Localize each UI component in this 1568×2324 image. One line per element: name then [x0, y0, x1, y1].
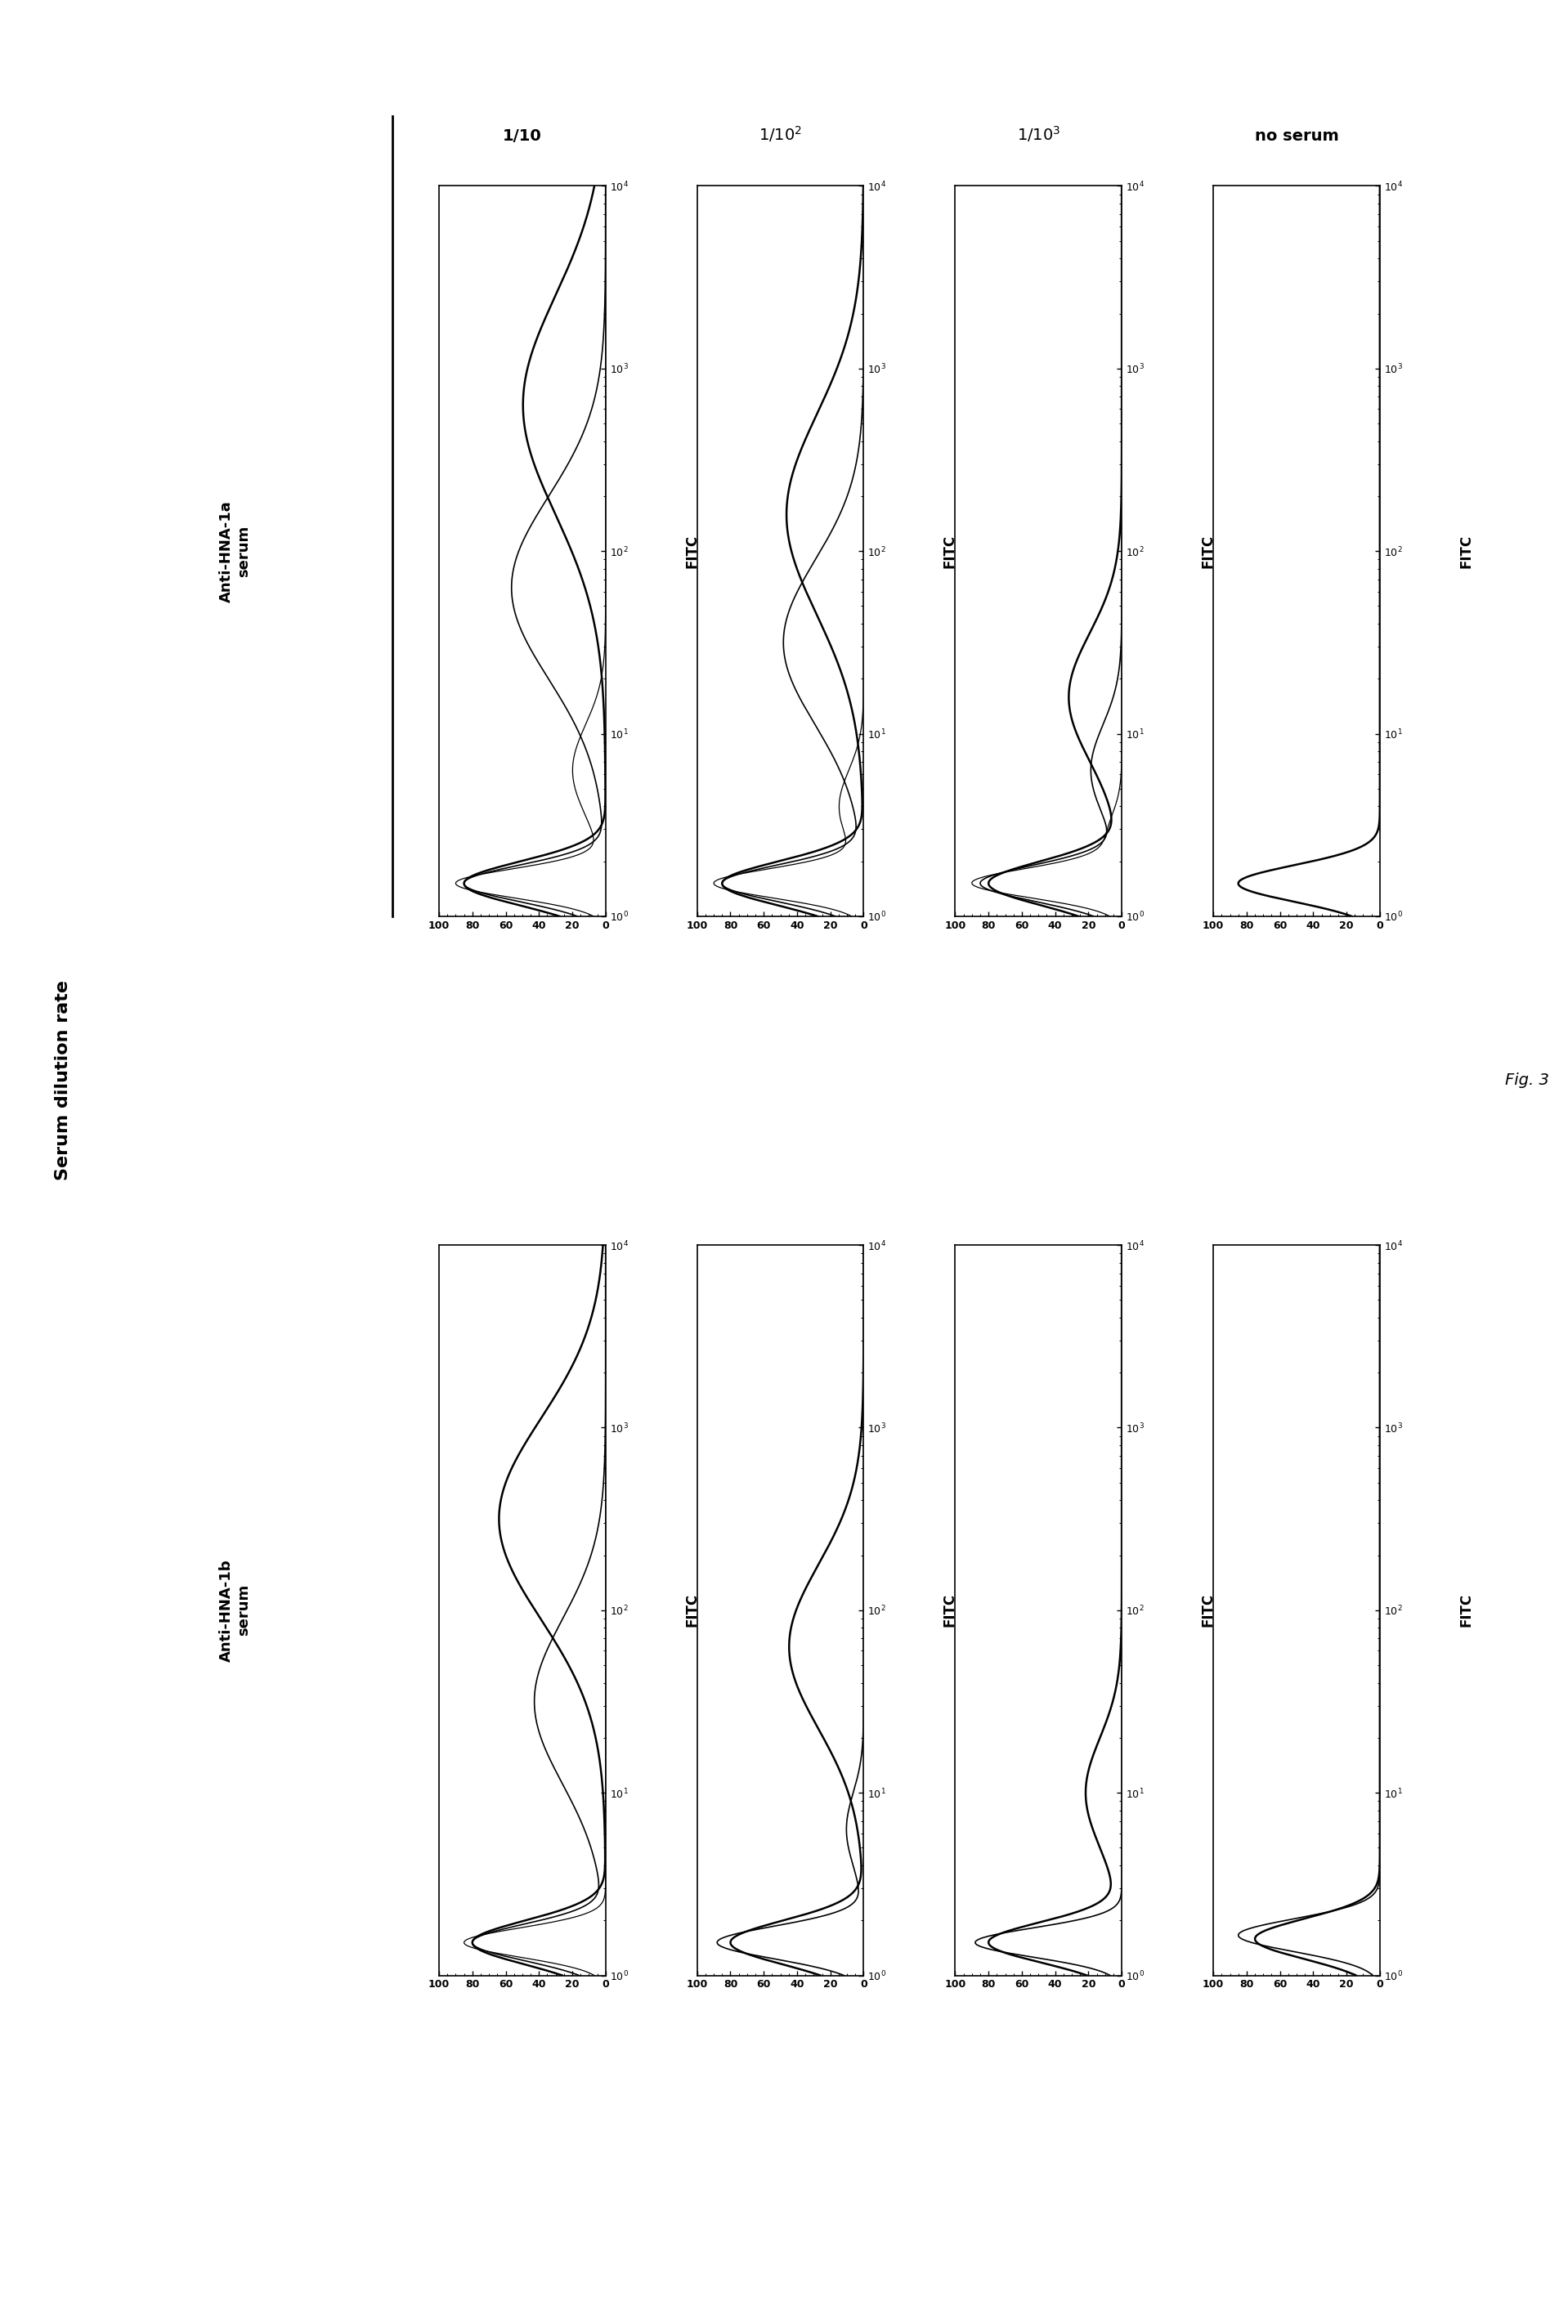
Text: $1/10^3$: $1/10^3$ [1016, 125, 1060, 144]
Text: FITC: FITC [1458, 535, 1474, 567]
Text: Anti-HNA-1b
serum: Anti-HNA-1b serum [220, 1559, 251, 1662]
Text: FITC: FITC [685, 535, 699, 567]
Text: 1/10: 1/10 [503, 128, 543, 144]
Text: Anti-HNA-1a
serum: Anti-HNA-1a serum [220, 500, 251, 602]
Text: FITC: FITC [942, 535, 956, 567]
Text: Fig. 3: Fig. 3 [1505, 1074, 1549, 1088]
Text: FITC: FITC [1458, 1594, 1474, 1627]
Text: FITC: FITC [942, 1594, 956, 1627]
Text: no serum: no serum [1254, 128, 1339, 144]
Text: FITC: FITC [685, 1594, 699, 1627]
Text: Serum dilution rate: Serum dilution rate [55, 981, 71, 1181]
Text: FITC: FITC [1201, 535, 1215, 567]
Text: FITC: FITC [1201, 1594, 1215, 1627]
Text: $1/10^2$: $1/10^2$ [759, 125, 803, 144]
